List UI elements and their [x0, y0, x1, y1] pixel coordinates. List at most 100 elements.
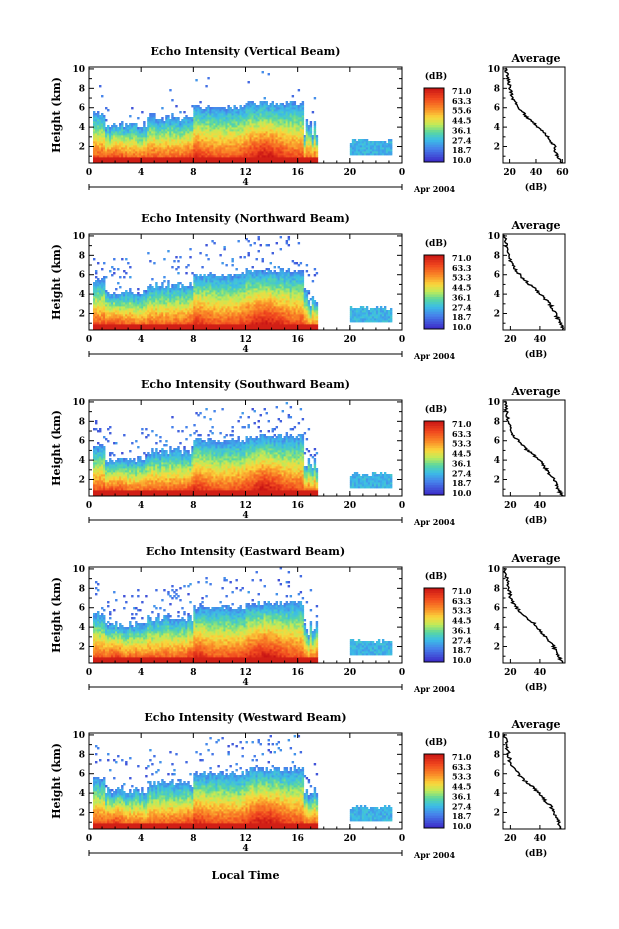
- heatmap-cell: [155, 153, 158, 156]
- heatmap-cell: [205, 147, 208, 150]
- heatmap-cell: [197, 159, 200, 162]
- heatmap-cell: [129, 276, 132, 279]
- heatmap-cell: [133, 157, 136, 160]
- heatmap-cell: [175, 137, 178, 140]
- heatmap-cell: [237, 157, 240, 160]
- heatmap-cell: [235, 161, 238, 164]
- heatmap-cell: [223, 111, 226, 114]
- heatmap-cell: [97, 159, 100, 162]
- heatmap-cell: [103, 119, 106, 122]
- heatmap-cell: [231, 159, 234, 162]
- heatmap-cell: [165, 153, 168, 156]
- heatmap-cell: [199, 151, 202, 154]
- heatmap-cell: [163, 129, 166, 132]
- heatmap-cell: [131, 145, 134, 148]
- heatmap-cell: [135, 153, 138, 156]
- heatmap-cell: [215, 117, 218, 120]
- colorbar-swatch: [424, 142, 444, 146]
- heatmap-cell: [235, 151, 238, 154]
- heatmap-cell: [131, 153, 134, 156]
- heatmap-cell: [227, 119, 230, 122]
- heatmap-cell: [213, 147, 216, 150]
- heatmap-cell: [167, 137, 170, 140]
- heatmap-cell: [135, 141, 138, 144]
- heatmap-cell: [137, 149, 140, 152]
- heatmap-cell: [159, 159, 162, 162]
- heatmap-cell: [229, 139, 232, 142]
- heatmap-cell: [171, 121, 174, 124]
- heatmap-cell: [313, 121, 317, 124]
- heatmap-cell: [187, 121, 190, 124]
- heatmap-cell: [165, 137, 168, 140]
- heatmap-cell: [127, 147, 130, 150]
- heatmap-cell: [193, 157, 196, 160]
- heatmap-cell: [239, 135, 242, 138]
- heatmap-cell: [137, 131, 140, 134]
- heatmap-cell: [169, 127, 172, 130]
- heatmap-cell: [157, 121, 160, 124]
- heatmap-cell: [153, 159, 156, 162]
- heatmap-cell: [207, 147, 210, 150]
- heatmap-cell: [193, 111, 196, 114]
- x-tick-label: 0: [399, 168, 405, 178]
- heatmap-cell: [117, 127, 120, 130]
- heatmap-cell: [237, 133, 240, 136]
- heatmap-cell: [107, 129, 110, 132]
- heatmap-cell: [223, 151, 226, 154]
- heatmap-cell: [115, 147, 118, 150]
- heatmap-cell: [241, 155, 244, 158]
- heatmap-cell: [221, 145, 224, 148]
- heatmap-cell: [143, 123, 146, 126]
- heatmap-cell: [97, 145, 100, 148]
- heatmap-cell: [165, 121, 168, 124]
- heatmap-cell: [95, 145, 98, 148]
- heatmap-cell: [93, 125, 96, 128]
- heatmap-cell: [219, 149, 222, 152]
- heatmap-cell: [219, 109, 222, 112]
- heatmap-cell: [169, 131, 172, 134]
- heatmap-cell: [231, 151, 234, 154]
- heatmap-cell: [195, 155, 198, 158]
- heatmap-cell: [143, 161, 146, 164]
- heatmap-cell: [103, 131, 106, 134]
- heatmap-cell: [223, 119, 226, 122]
- heatmap-cell: [133, 125, 136, 128]
- heatmap-cell: [97, 139, 100, 142]
- heatmap-cell: [167, 155, 170, 158]
- heatmap-cell: [219, 127, 222, 130]
- heatmap-cell: [221, 121, 224, 124]
- heatmap-cell: [189, 121, 192, 124]
- heatmap-cell: [217, 157, 220, 160]
- colorbar-swatch: [424, 112, 444, 116]
- heatmap-cell: [213, 242, 216, 245]
- heatmap-cell: [101, 133, 104, 136]
- heatmap-cell: [107, 133, 110, 136]
- heatmap-cell: [95, 131, 98, 134]
- heatmap-cell: [147, 161, 150, 164]
- heatmap-cell: [195, 141, 198, 144]
- heatmap-cell: [129, 157, 132, 160]
- heatmap-cell: [177, 149, 180, 152]
- colorbar-label: 18.7: [452, 145, 471, 155]
- heatmap-cell: [99, 127, 102, 130]
- heatmap-cell: [95, 151, 98, 154]
- heatmap-cell: [131, 137, 134, 140]
- heatmap-cell: [195, 109, 198, 112]
- heatmap-cell: [133, 143, 136, 146]
- heatmap-cell: [187, 129, 190, 132]
- heatmap-cell: [233, 123, 236, 126]
- heatmap-cell: [227, 143, 230, 146]
- heatmap-cell: [241, 135, 244, 138]
- heatmap-cell: [163, 141, 166, 144]
- heatmap-cell: [101, 149, 104, 152]
- heatmap-cell: [179, 159, 182, 162]
- heatmap-cell: [177, 155, 180, 158]
- heatmap-cell: [223, 131, 226, 134]
- heatmap-cell: [241, 151, 244, 154]
- heatmap-cell: [201, 113, 204, 116]
- heatmap-cell: [169, 121, 172, 124]
- heatmap-cell: [97, 113, 100, 116]
- heatmap-cell: [109, 145, 112, 148]
- heatmap-cell: [207, 135, 210, 138]
- heatmap-cell: [147, 129, 150, 132]
